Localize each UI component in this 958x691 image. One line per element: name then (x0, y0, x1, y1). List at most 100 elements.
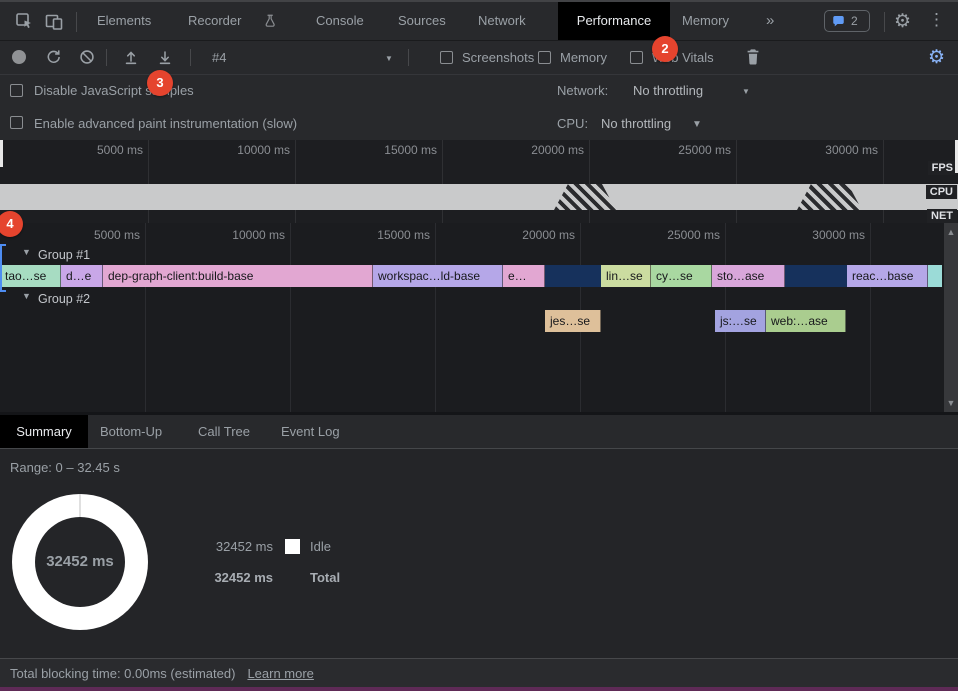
overview-gridline (295, 140, 296, 223)
tab-summary-active[interactable]: Summary (0, 415, 88, 448)
legend-idle-swatch (285, 539, 300, 554)
scroll-up-icon[interactable]: ▲ (946, 227, 956, 237)
tab-console[interactable]: Console (316, 13, 364, 28)
cpu-throttling-caret-icon[interactable]: ▼ (692, 119, 702, 130)
tabbar-divider-right (884, 12, 885, 32)
save-profile-icon[interactable] (156, 48, 176, 68)
screenshots-checkbox[interactable] (440, 51, 453, 64)
settings-row-2: Enable advanced paint instrumentation (s… (0, 107, 958, 140)
device-toolbar-icon[interactable] (44, 11, 64, 31)
group-1-label: Group #1 (38, 248, 91, 262)
memory-label: Memory (560, 50, 607, 65)
group-2-header[interactable]: ▼ Group #2 (0, 290, 940, 308)
net-lane-label: NET (927, 209, 957, 223)
load-profile-icon[interactable] (122, 48, 142, 68)
tab-performance-active[interactable]: Performance (558, 2, 670, 40)
tutorial-step-badge: 3 (147, 70, 173, 96)
network-throttling-label: Network: (557, 83, 609, 98)
collapse-triangle-icon[interactable]: ▼ (22, 291, 31, 301)
legend-total-label: Total (310, 570, 341, 585)
clear-icon[interactable] (78, 48, 98, 68)
tab-recorder[interactable]: Recorder (188, 13, 242, 28)
task-bar[interactable]: js:…se (715, 310, 766, 332)
range-label: Range: 0 – 32.45 s (10, 460, 120, 475)
network-throttling-caret-icon[interactable]: ▼ (742, 87, 750, 96)
reload-and-record-icon[interactable] (44, 48, 64, 68)
network-throttling-select[interactable]: No throttling (633, 83, 704, 98)
group-focus-bracket (0, 244, 6, 292)
overview-gridline (883, 140, 884, 223)
web-vitals-checkbox[interactable] (630, 51, 643, 64)
donut-slice-divider (79, 494, 81, 517)
settings-gear-icon[interactable]: ⚙ (894, 11, 912, 32)
cpu-throttling-label: CPU: (557, 116, 589, 131)
legend-total-value: 32452 ms (214, 570, 273, 585)
tab-call-tree[interactable]: Call Tree (198, 424, 251, 439)
group-2-track: jes…se js:…se web:…ase (0, 310, 944, 332)
flame-chart[interactable]: 5000 ms 10000 ms 15000 ms 20000 ms 25000 ms 3… (0, 223, 958, 412)
inspect-element-icon[interactable] (14, 11, 34, 31)
overview-right-handle[interactable] (955, 140, 958, 173)
learn-more-link[interactable]: Learn more (247, 666, 314, 681)
devtools-tabbar: Elements Recorder Console Sources Networ… (0, 2, 958, 41)
advanced-paint-checkbox[interactable] (10, 116, 23, 129)
messages-count: 2 (851, 14, 858, 28)
profile-selector[interactable]: #4 (212, 50, 227, 65)
task-bar[interactable]: e… (503, 265, 545, 287)
summary-donut-chart: 32452 ms (12, 494, 148, 630)
timeline-gridline (870, 223, 871, 412)
record-button[interactable] (12, 50, 26, 64)
group-1-header[interactable]: ▼ Group #1 (0, 246, 940, 264)
scroll-down-icon[interactable]: ▼ (946, 398, 956, 408)
screenshots-label: Screenshots (462, 50, 535, 65)
disable-js-samples-checkbox[interactable] (10, 84, 23, 97)
collapse-triangle-icon[interactable]: ▼ (22, 247, 31, 257)
tabbar-divider (76, 12, 77, 32)
overview-tick-label: 20000 ms (531, 143, 584, 157)
tab-network[interactable]: Network (478, 13, 526, 28)
timeline-gridline (290, 223, 291, 412)
trash-icon[interactable] (744, 47, 764, 67)
task-bar[interactable]: jes…se (545, 310, 601, 332)
task-bar[interactable]: cy…se (651, 265, 712, 287)
tab-bottom-up[interactable]: Bottom-Up (100, 424, 163, 439)
task-bar[interactable] (928, 265, 942, 287)
tab-sources[interactable]: Sources (398, 13, 446, 28)
overview-tick-label: 15000 ms (384, 143, 437, 157)
overview-gridline (589, 140, 590, 223)
experiment-flask-icon (262, 13, 282, 33)
timeline-tick-label: 20000 ms (522, 228, 575, 242)
task-bar[interactable]: lin…se (601, 265, 651, 287)
tab-memory[interactable]: Memory (682, 13, 729, 28)
tab-event-log[interactable]: Event Log (281, 424, 340, 439)
window-bottom-edge (0, 687, 958, 691)
task-bar[interactable]: d…e (61, 265, 103, 287)
task-bar[interactable]: reac…base (847, 265, 928, 287)
timeline-tick-label: 15000 ms (377, 228, 430, 242)
task-bar[interactable]: tao…se (0, 265, 61, 287)
more-tabs-chevron[interactable]: » (766, 12, 775, 29)
task-bar[interactable]: workspac…ld-base (373, 265, 503, 287)
task-bar[interactable]: dep-graph-client:build-base (103, 265, 373, 287)
memory-checkbox[interactable] (538, 51, 551, 64)
task-bar[interactable]: sto…ase (712, 265, 785, 287)
cpu-throttling-select[interactable]: No throttling (601, 116, 672, 131)
issues-messages-button[interactable]: 2 (824, 10, 870, 32)
kebab-menu-icon[interactable]: ⋮ (928, 10, 945, 29)
task-bar[interactable]: web:…ase (766, 310, 846, 332)
group-2-label: Group #2 (38, 292, 91, 306)
timeline-overview[interactable]: 5000 ms 10000 ms 15000 ms 20000 ms 25000 ms 3… (0, 140, 958, 223)
tutorial-step-badge: 4 (0, 211, 23, 237)
tab-elements[interactable]: Elements (97, 13, 152, 28)
capture-settings-gear-icon[interactable]: ⚙ (928, 47, 946, 68)
profile-selector-caret-icon[interactable]: ▼ (385, 54, 393, 63)
overview-left-handle[interactable] (0, 140, 3, 167)
performance-toolbar: #4 ▼ Screenshots Memory Web Vitals ⚙ (0, 41, 958, 75)
toolbar-divider (190, 49, 191, 66)
status-footer: Total blocking time: 0.00ms (estimated) L… (0, 658, 958, 688)
timeline-tick-label: 25000 ms (667, 228, 720, 242)
advanced-paint-label: Enable advanced paint instrumentation (s… (34, 116, 298, 131)
timeline-vertical-scrollbar[interactable]: ▲ ▼ (944, 223, 958, 412)
timeline-gridline (145, 223, 146, 412)
overview-gridline (442, 140, 443, 223)
